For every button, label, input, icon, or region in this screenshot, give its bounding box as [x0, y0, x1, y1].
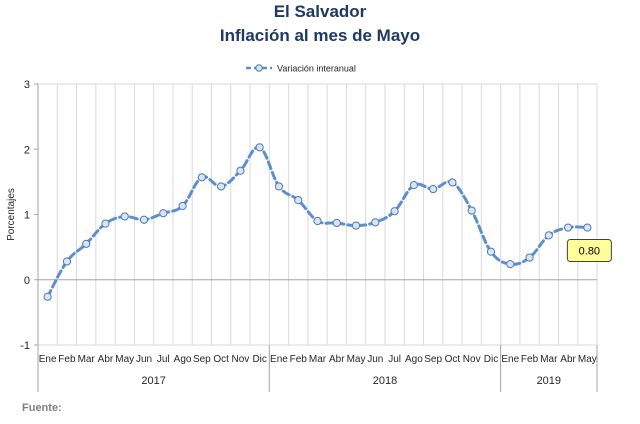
x-tick-label: Mar	[540, 354, 558, 365]
x-tick-label: May	[578, 354, 597, 365]
x-tick-label: Sep	[424, 354, 442, 365]
x-tick-label: Abr	[329, 354, 345, 365]
year-label: 2019	[537, 375, 561, 387]
data-point	[139, 215, 149, 224]
data-point	[448, 178, 457, 187]
data-point	[544, 231, 553, 240]
legend-label: Variación interanual	[277, 64, 356, 74]
x-tick-label: Jul	[157, 354, 170, 365]
x-tick-label: Dic	[484, 354, 498, 365]
x-tick-label: Ago	[174, 354, 192, 365]
x-tick-label: Nov	[463, 354, 481, 365]
chart-title-line1: El Salvador	[273, 2, 367, 21]
data-point	[197, 173, 206, 182]
data-point	[82, 239, 91, 248]
data-point	[101, 219, 110, 228]
data-point	[43, 292, 52, 301]
year-label: 2018	[373, 375, 397, 387]
x-tick-label: Ago	[405, 354, 423, 365]
x-tick-label: Abr	[560, 354, 576, 365]
data-point	[563, 223, 573, 232]
x-tick-label: Oct	[213, 354, 229, 365]
source-label: Fuente:	[22, 402, 62, 414]
x-tick-label: Jul	[388, 354, 401, 365]
x-tick-label: Oct	[445, 354, 461, 365]
data-point	[351, 221, 361, 230]
data-point	[294, 196, 303, 205]
y-tick-label: 1	[24, 210, 30, 222]
y-tick-label: -1	[20, 340, 30, 352]
data-point	[313, 216, 322, 226]
year-label: 2017	[141, 375, 165, 387]
x-tick-label: Nov	[231, 354, 249, 365]
data-point	[486, 247, 496, 256]
chart-title-line2: Inflación al mes de Mayo	[219, 26, 421, 45]
data-point	[583, 223, 592, 232]
data-point	[62, 257, 72, 266]
data-point	[178, 201, 187, 211]
y-tick-label: 2	[24, 144, 30, 156]
data-point	[390, 207, 399, 216]
legend-marker-swatch	[255, 64, 263, 72]
x-tick-label: May	[347, 354, 366, 365]
y-tick-label: 0	[24, 275, 30, 287]
data-point	[159, 209, 168, 218]
data-point	[429, 184, 438, 194]
x-tick-label: Ene	[501, 354, 519, 365]
data-point	[255, 143, 264, 152]
x-tick-label: Abr	[98, 354, 114, 365]
data-point	[467, 206, 476, 215]
x-tick-label: Feb	[290, 354, 308, 365]
x-tick-label: Ene	[39, 354, 57, 365]
data-point	[409, 181, 418, 190]
data-point	[525, 253, 534, 262]
data-label-callout	[566, 239, 612, 263]
data-point	[274, 182, 284, 191]
x-tick-label: Mar	[309, 354, 327, 365]
y-axis-title: Porcentajes	[6, 188, 17, 241]
x-tick-label: May	[115, 354, 134, 365]
x-tick-label: Jun	[367, 354, 383, 365]
data-point	[120, 212, 129, 221]
x-tick-label: Mar	[78, 354, 96, 365]
data-point	[371, 218, 380, 227]
data-point	[506, 259, 515, 269]
x-tick-label: Feb	[58, 354, 76, 365]
data-label: 0.80	[579, 246, 600, 258]
data-point	[236, 166, 245, 175]
x-tick-label: Ene	[270, 354, 288, 365]
x-tick-label: Feb	[521, 354, 539, 365]
x-tick-label: Jun	[136, 354, 152, 365]
x-tick-label: Sep	[193, 354, 211, 365]
data-point	[332, 218, 341, 228]
y-tick-label: 3	[24, 79, 30, 91]
data-point	[217, 182, 226, 191]
x-tick-label: Dic	[252, 354, 266, 365]
